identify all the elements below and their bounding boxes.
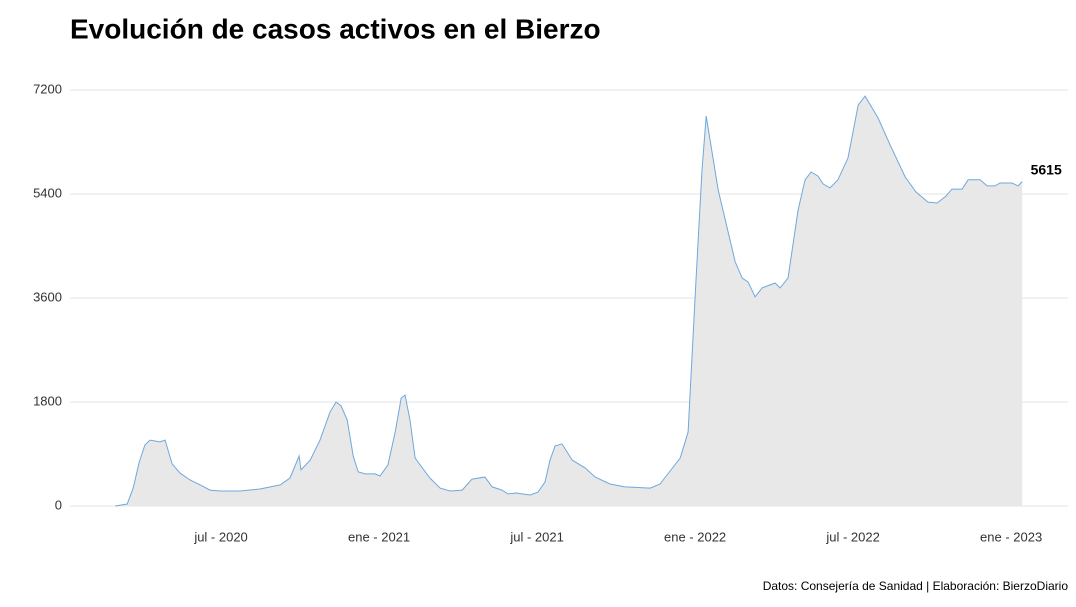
chart-title: Evolución de casos activos en el Bierzo [70, 13, 601, 44]
y-tick-label: 5400 [33, 185, 62, 200]
area [115, 96, 1023, 506]
x-tick-label: jul - 2022 [825, 529, 879, 544]
line [115, 95, 1023, 507]
y-tick-label: 0 [55, 497, 62, 512]
x-tick-label: ene - 2023 [980, 529, 1042, 544]
y-tick-label: 7200 [33, 81, 62, 96]
y-tick-label: 1800 [33, 393, 62, 408]
x-tick-label: jul - 2021 [509, 529, 563, 544]
x-tick-label: jul - 2020 [193, 529, 247, 544]
source: Datos: Consejería de Sanidad | Elaboraci… [763, 579, 1069, 593]
y-tick-label: 3600 [33, 289, 62, 304]
last-value-label: 5615 [1031, 161, 1062, 177]
x-tick-label: ene - 2021 [348, 529, 410, 544]
x-tick-label: ene - 2022 [664, 529, 726, 544]
